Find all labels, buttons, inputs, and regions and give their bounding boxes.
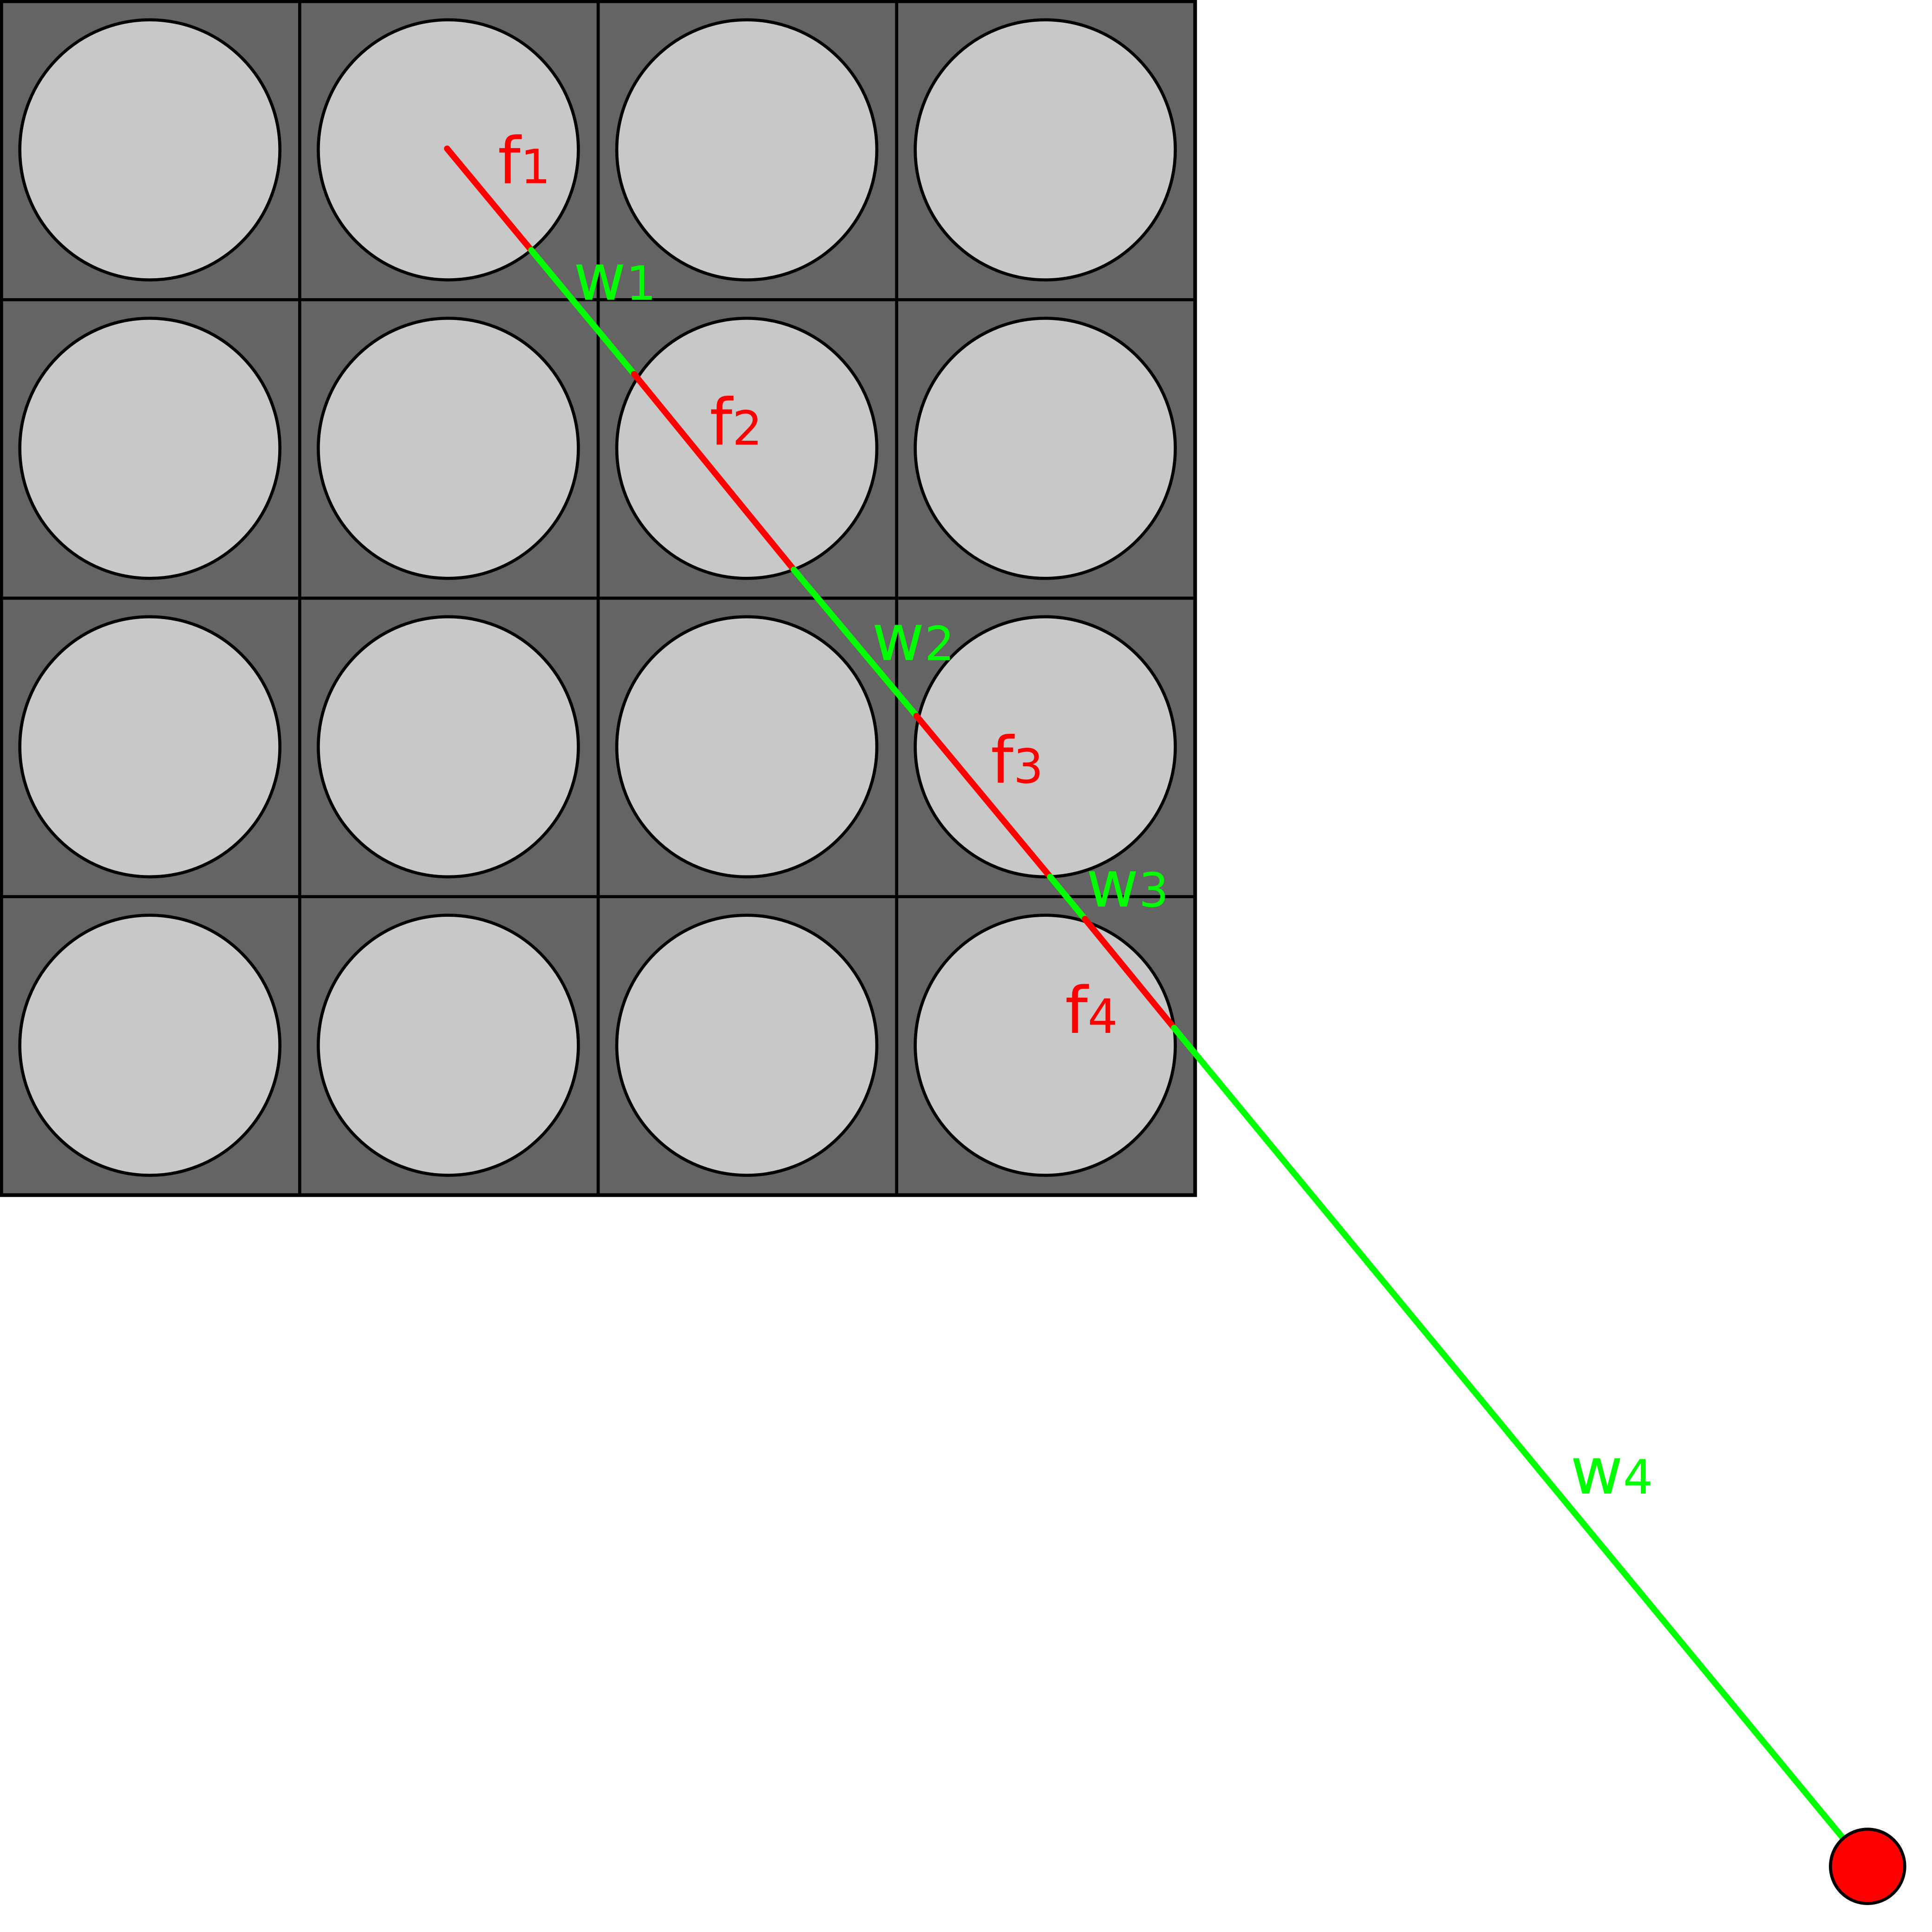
fuel-segment-label-4: f4 bbox=[1065, 973, 1117, 1048]
label-subscript: 2 bbox=[925, 616, 954, 671]
water-segment-1 bbox=[528, 247, 637, 377]
label-subscript: 3 bbox=[1139, 863, 1168, 918]
water-segment-label-2: w2 bbox=[872, 600, 954, 675]
fuel-pin bbox=[18, 914, 281, 1177]
pin-lattice bbox=[0, 0, 1197, 1197]
fuel-pin bbox=[914, 18, 1177, 281]
label-subscript: 1 bbox=[626, 256, 656, 311]
label-subscript: 4 bbox=[1088, 989, 1117, 1044]
label-base: f bbox=[1065, 973, 1089, 1048]
fuel-pin bbox=[615, 615, 879, 879]
label-base: f bbox=[710, 385, 734, 460]
label-base: f bbox=[991, 723, 1015, 798]
label-base: w bbox=[1570, 1434, 1623, 1509]
water-segment-label-3: w3 bbox=[1086, 847, 1169, 922]
water-segment-4 bbox=[1171, 1025, 1870, 1870]
label-base: w bbox=[1086, 847, 1139, 922]
fuel-segment-2 bbox=[631, 371, 797, 573]
label-subscript: 3 bbox=[1013, 739, 1043, 794]
fuel-pin bbox=[914, 914, 1177, 1177]
label-base: w bbox=[574, 240, 626, 315]
water-segment-2 bbox=[790, 566, 920, 719]
fuel-pin bbox=[18, 18, 281, 281]
fuel-pin bbox=[317, 615, 580, 879]
ray-path bbox=[444, 145, 1870, 1870]
fuel-pin bbox=[18, 615, 281, 879]
water-segment-label-1: w1 bbox=[574, 240, 656, 315]
fuel-pin bbox=[317, 914, 580, 1177]
fuel-segment-4 bbox=[1082, 915, 1177, 1031]
fuel-pin bbox=[615, 317, 879, 580]
fuel-segment-label-1: f1 bbox=[498, 124, 550, 199]
label-base: f bbox=[498, 124, 522, 199]
fuel-pin bbox=[615, 914, 879, 1177]
fuel-pin bbox=[615, 18, 879, 281]
fuel-segment-label-2: f2 bbox=[710, 385, 762, 460]
label-base: w bbox=[872, 600, 924, 675]
detector-point bbox=[1828, 1828, 1906, 1905]
fuel-pin bbox=[317, 317, 580, 580]
fuel-segment-3 bbox=[913, 712, 1053, 880]
fuel-pin bbox=[914, 615, 1177, 879]
fuel-segment-1 bbox=[444, 145, 535, 254]
fuel-pin bbox=[18, 317, 281, 580]
water-segment-3 bbox=[1047, 874, 1088, 922]
label-subscript: 1 bbox=[521, 140, 550, 195]
water-segment-label-4: w4 bbox=[1570, 1434, 1653, 1509]
label-subscript: 2 bbox=[732, 401, 762, 456]
label-subscript: 4 bbox=[1623, 1450, 1653, 1505]
fuel-pin bbox=[914, 317, 1177, 580]
fuel-segment-label-3: f3 bbox=[991, 723, 1043, 798]
